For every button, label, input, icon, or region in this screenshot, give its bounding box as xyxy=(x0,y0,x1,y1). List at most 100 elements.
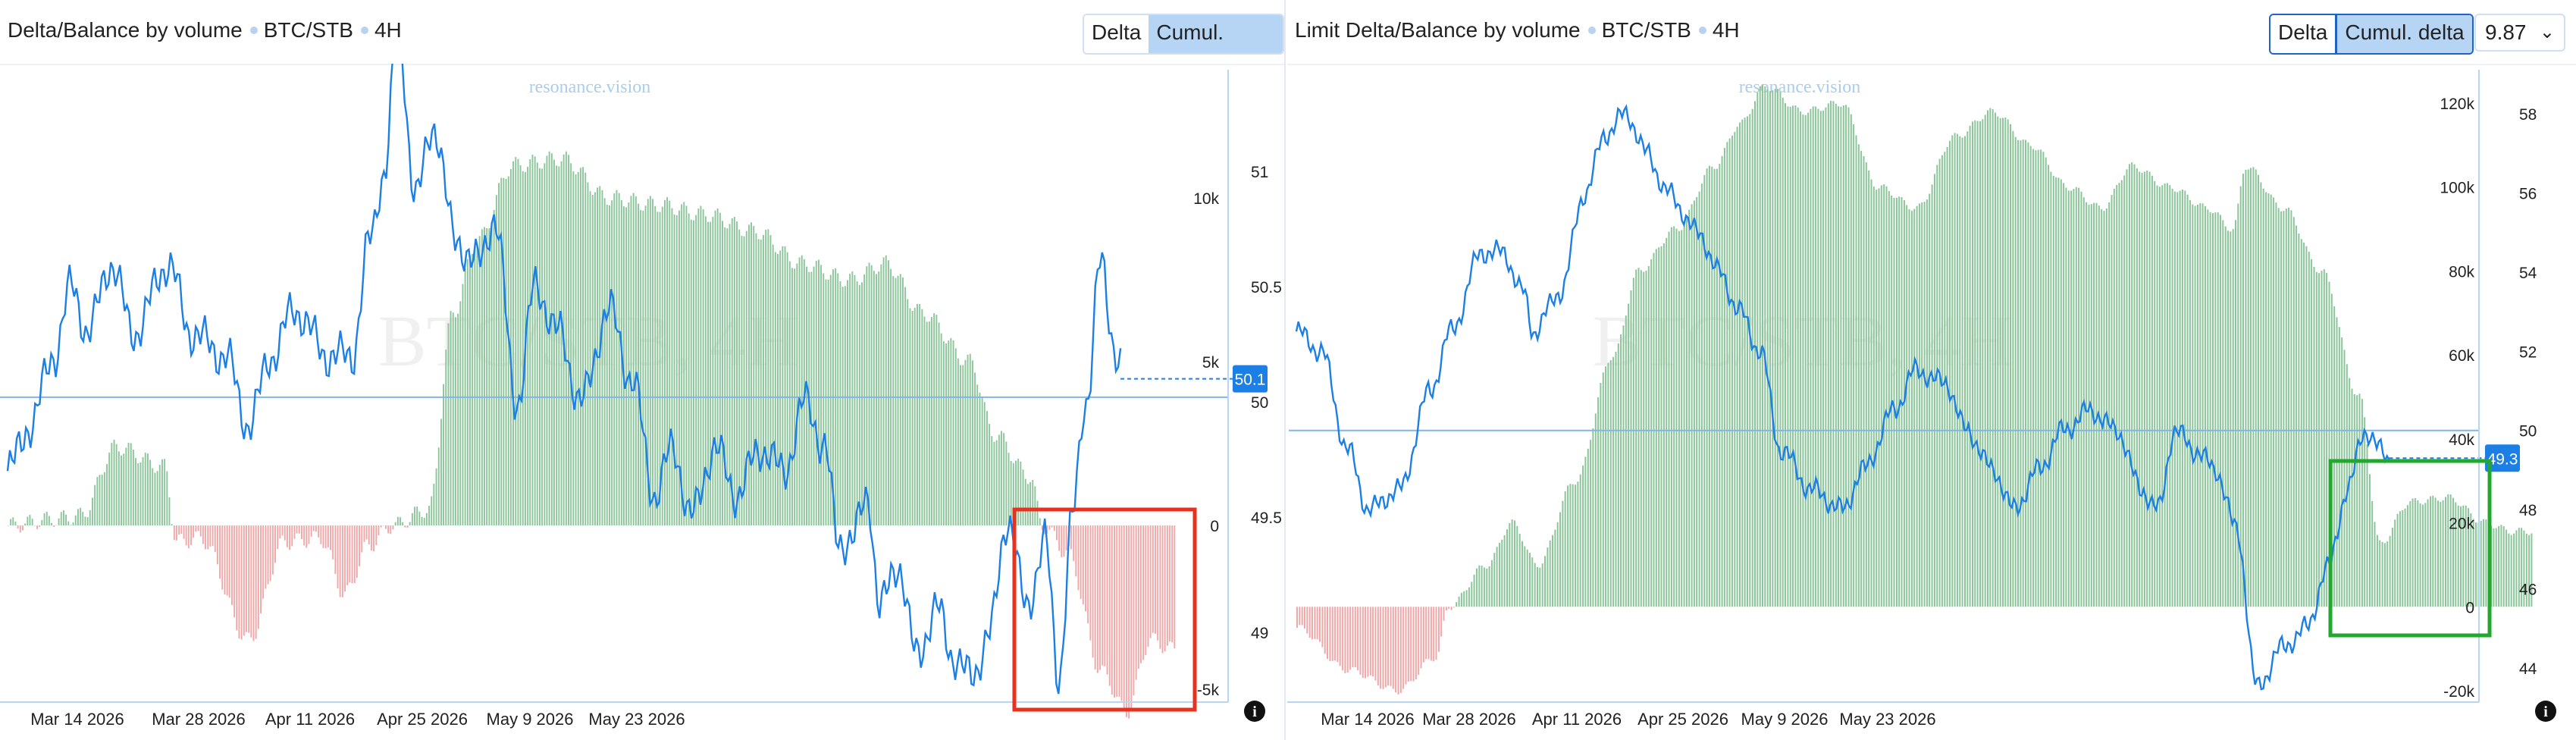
delta-bar xyxy=(1969,125,1971,607)
delta-bar xyxy=(1597,397,1600,607)
delta-bar xyxy=(954,348,957,525)
delta-bar xyxy=(1759,86,1761,607)
delta-bar xyxy=(180,525,183,535)
delta-bar xyxy=(1853,124,1855,607)
delta-button[interactable]: Delta xyxy=(1084,15,1149,53)
delta-bar xyxy=(2214,212,2217,607)
delta-bar xyxy=(2232,229,2234,607)
delta-bar xyxy=(1008,453,1010,525)
delta-bar xyxy=(1352,607,1354,667)
delta-bar xyxy=(1171,525,1174,643)
delta-bar xyxy=(2111,195,2113,607)
delta-bar xyxy=(1372,607,1374,677)
delta-bar xyxy=(1630,290,1632,607)
delta-bar xyxy=(1617,343,1619,607)
chart-canvas[interactable]: resonance.visionBTC/STB, 4H10k5k0-5k5150… xyxy=(0,64,1284,740)
delta-bar xyxy=(1369,607,1371,676)
delta-bar xyxy=(1666,237,1668,607)
delta-bar xyxy=(2158,187,2161,607)
delta-bar xyxy=(2017,140,2019,607)
delta-bar xyxy=(22,525,24,531)
delta-bar xyxy=(2002,118,2004,607)
delta-bar xyxy=(445,350,447,525)
delta-bar xyxy=(632,193,635,525)
delta-bar xyxy=(474,250,476,525)
delta-bar xyxy=(2447,494,2449,607)
delta-bar xyxy=(1026,484,1029,525)
delta-bar xyxy=(1954,133,1956,607)
delta-bar xyxy=(1077,525,1080,591)
delta-bar xyxy=(147,453,149,525)
delta-bar xyxy=(539,168,541,526)
delta-bar xyxy=(558,166,560,525)
delta-bar xyxy=(1501,539,1503,607)
delta-bar xyxy=(320,525,322,544)
delta-bar xyxy=(217,525,218,565)
delta-bar xyxy=(844,286,846,525)
delta-bar xyxy=(1539,567,1541,607)
delta-bar xyxy=(1468,587,1470,607)
delta-bar xyxy=(1010,460,1012,525)
delta-bar xyxy=(2173,191,2176,607)
delta-bar xyxy=(2093,202,2095,607)
delta-bar xyxy=(1931,184,1933,607)
date-tick-label: Apr 11 2026 xyxy=(265,710,355,729)
last-price-badge xyxy=(1233,365,1268,393)
delta-bar xyxy=(1405,607,1407,685)
delta-bar xyxy=(1499,543,1500,607)
separator-dot xyxy=(1698,26,1706,34)
delta-bar xyxy=(1042,525,1043,530)
price-tick-label: 51 xyxy=(1251,164,1268,181)
delta-bar xyxy=(1711,166,1713,607)
delta-bar xyxy=(904,287,907,525)
delta-bar xyxy=(1708,165,1710,607)
threshold-select[interactable]: 9.87 ⌄ xyxy=(2474,14,2565,52)
delta-bar xyxy=(1518,534,1521,607)
delta-bar xyxy=(880,264,882,525)
delta-bar xyxy=(82,512,84,525)
delta-bar xyxy=(829,274,832,525)
delta-bar xyxy=(2020,140,2022,607)
delta-bar xyxy=(77,509,79,525)
delta-bar xyxy=(827,279,829,525)
delta-bar xyxy=(1721,155,1723,607)
delta-bar xyxy=(796,263,798,525)
delta-bar xyxy=(1643,271,1645,607)
delta-bar xyxy=(1529,553,1531,607)
delta-bar xyxy=(1736,127,1738,607)
delta-bar xyxy=(455,317,456,525)
delta-bar xyxy=(2078,187,2080,607)
delta-bar xyxy=(2126,169,2128,607)
delta-bar xyxy=(423,517,425,525)
delta-bar xyxy=(2133,164,2136,607)
delta-bar xyxy=(531,155,534,525)
delta-bar xyxy=(534,156,536,526)
date-tick-label: Mar 14 2026 xyxy=(1321,710,1415,729)
delta-bar xyxy=(2060,179,2062,607)
delta-bar xyxy=(2004,118,2007,607)
delta-bar xyxy=(246,525,247,632)
delta-bar xyxy=(745,230,747,525)
delta-button[interactable]: Delta xyxy=(2270,15,2336,53)
delta-bar xyxy=(281,525,284,536)
delta-bar xyxy=(185,525,187,546)
delta-bar xyxy=(1838,106,1840,607)
delta-bar xyxy=(1961,137,1963,607)
delta-bar xyxy=(638,203,639,525)
delta-bar xyxy=(1147,525,1149,648)
chart-canvas[interactable]: resonance.visionBTC/STB, 4H120k100k80k60… xyxy=(1287,64,2576,740)
delta-bar xyxy=(1155,525,1156,634)
delta-bar xyxy=(1094,525,1096,669)
date-tick-label: Mar 14 2026 xyxy=(30,710,124,729)
date-tick-label: Mar 28 2026 xyxy=(152,710,246,729)
cumul-delta-button[interactable]: Cumul. delta xyxy=(2335,15,2472,53)
delta-bar xyxy=(782,246,784,525)
delta-bar xyxy=(2356,395,2358,607)
delta-bar xyxy=(2184,190,2186,607)
delta-bar xyxy=(2280,211,2283,607)
delta-bar xyxy=(738,229,741,525)
delta-bar xyxy=(1327,607,1328,660)
delta-bar xyxy=(92,497,93,525)
cumul-delta-button[interactable]: Cumul. delta xyxy=(1149,15,1283,53)
delta-bar xyxy=(1392,607,1394,689)
